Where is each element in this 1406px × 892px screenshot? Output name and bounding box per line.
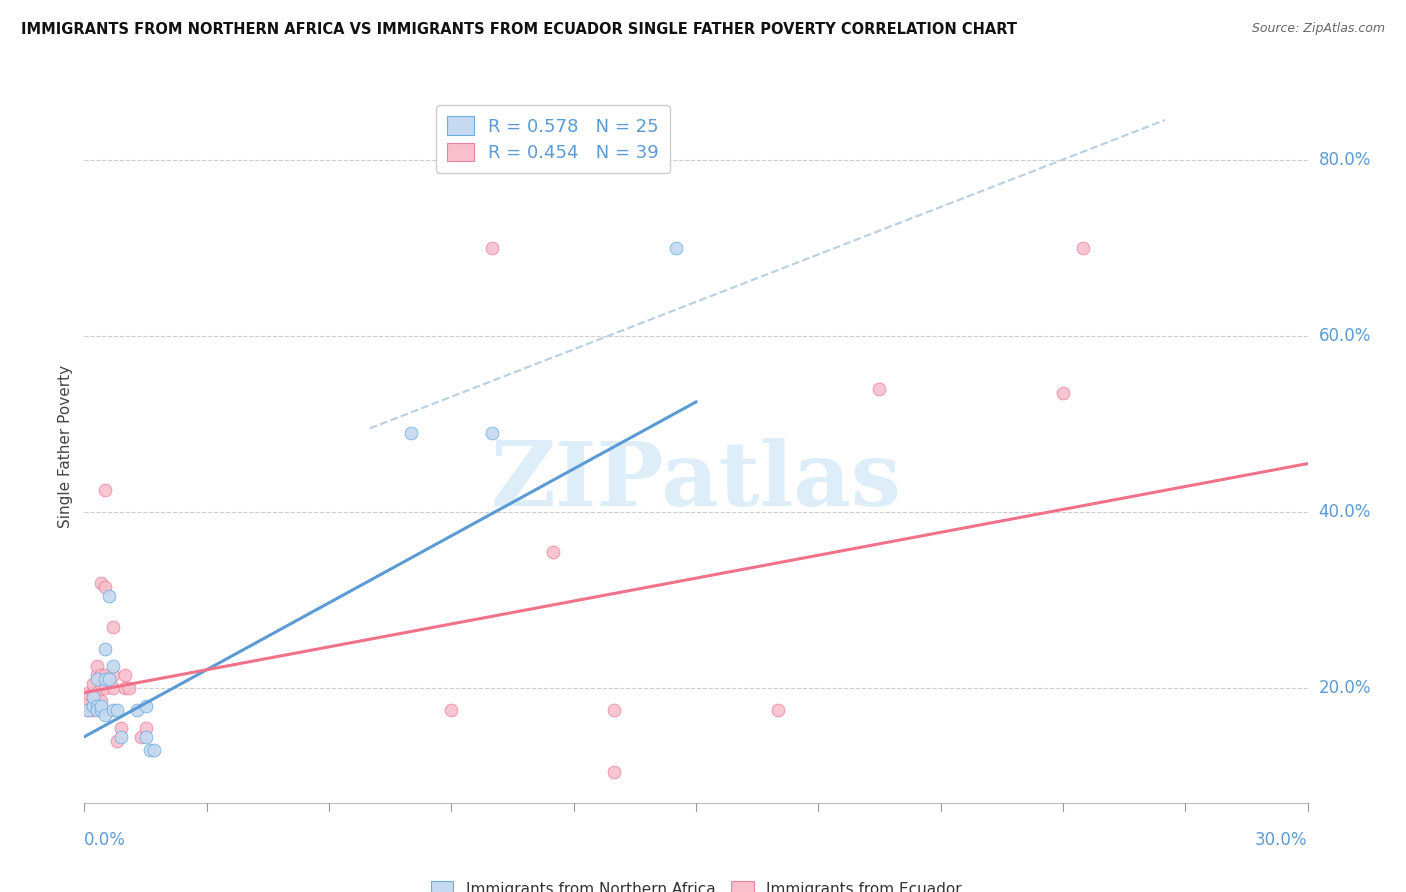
Point: [97, 673, 120, 687]
Text: Source: ZipAtlas.com: Source: ZipAtlas.com: [1251, 22, 1385, 36]
Point: [86, 686, 108, 700]
Text: 20.0%: 20.0%: [1319, 680, 1371, 698]
Point: [1052, 386, 1074, 401]
Point: [77, 686, 100, 700]
Point: [82, 698, 104, 713]
Point: [77, 694, 100, 708]
Text: 30.0%: 30.0%: [1256, 831, 1308, 849]
Point: [127, 703, 149, 717]
Point: [93, 641, 115, 656]
Point: [105, 734, 128, 748]
Point: [86, 659, 108, 673]
Point: [82, 698, 104, 713]
Point: [90, 668, 112, 682]
Point: [90, 703, 112, 717]
Point: [664, 241, 686, 255]
Point: [135, 698, 157, 713]
Point: [105, 703, 128, 717]
Point: [82, 690, 104, 704]
Point: [90, 575, 112, 590]
Point: [101, 659, 124, 673]
Point: [131, 730, 153, 744]
Point: [90, 677, 112, 691]
Point: [110, 730, 132, 744]
Point: [118, 681, 141, 696]
Point: [86, 668, 108, 682]
Point: [101, 703, 124, 717]
Text: 60.0%: 60.0%: [1319, 326, 1371, 345]
Point: [135, 730, 157, 744]
Point: [101, 681, 124, 696]
Point: [138, 743, 160, 757]
Point: [93, 673, 115, 687]
Point: [93, 668, 115, 682]
Point: [82, 703, 104, 717]
Point: [86, 698, 108, 713]
Text: 80.0%: 80.0%: [1319, 151, 1371, 169]
Point: [93, 483, 115, 497]
Text: 0.0%: 0.0%: [84, 831, 127, 849]
Text: IMMIGRANTS FROM NORTHERN AFRICA VS IMMIGRANTS FROM ECUADOR SINGLE FATHER POVERTY: IMMIGRANTS FROM NORTHERN AFRICA VS IMMIG…: [21, 22, 1017, 37]
Point: [82, 677, 104, 691]
Point: [101, 619, 124, 633]
Point: [110, 721, 132, 735]
Point: [114, 681, 136, 696]
Point: [603, 764, 626, 779]
Point: [93, 681, 115, 696]
Point: [93, 580, 115, 594]
Point: [481, 425, 503, 440]
Point: [399, 425, 422, 440]
Point: [869, 382, 891, 396]
Point: [77, 698, 100, 713]
Legend: Immigrants from Northern Africa, Immigrants from Ecuador: Immigrants from Northern Africa, Immigra…: [425, 875, 967, 892]
Point: [77, 703, 100, 717]
Point: [114, 668, 136, 682]
Text: 40.0%: 40.0%: [1319, 503, 1371, 521]
Point: [86, 698, 108, 713]
Point: [142, 743, 165, 757]
Text: ZIPatlas: ZIPatlas: [491, 438, 901, 525]
Point: [90, 698, 112, 713]
Point: [481, 241, 503, 255]
Point: [82, 686, 104, 700]
Point: [766, 703, 789, 717]
Point: [90, 694, 112, 708]
Point: [86, 673, 108, 687]
Point: [440, 703, 463, 717]
Y-axis label: Single Father Poverty: Single Father Poverty: [58, 365, 73, 527]
Point: [93, 707, 115, 722]
Point: [101, 668, 124, 682]
Point: [97, 589, 120, 603]
Point: [77, 703, 100, 717]
Point: [543, 545, 565, 559]
Point: [603, 703, 626, 717]
Point: [86, 703, 108, 717]
Point: [135, 721, 157, 735]
Point: [1071, 241, 1094, 255]
